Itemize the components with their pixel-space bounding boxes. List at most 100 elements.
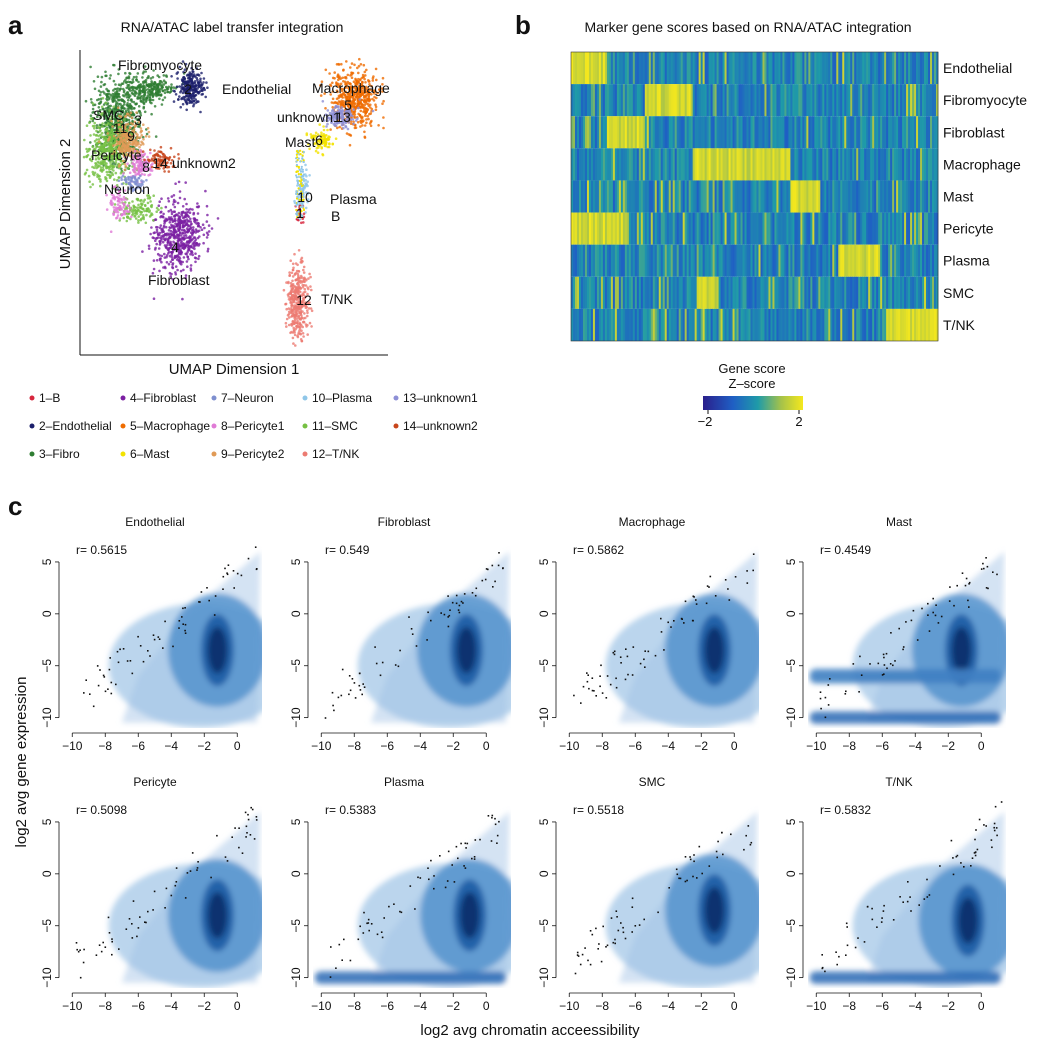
umap-point [189, 100, 192, 103]
panel-b: b Marker gene scores based on RNA/ATAC i… [515, 10, 1027, 429]
umap-point [168, 91, 172, 94]
umap-point [100, 162, 104, 166]
umap-point [173, 205, 177, 209]
umap-point [307, 277, 310, 280]
umap-point [181, 102, 185, 106]
umap-point [119, 137, 123, 140]
umap-point [89, 65, 92, 69]
umap-point [295, 163, 298, 167]
umap-point [116, 203, 120, 206]
umap-point [282, 288, 286, 292]
umap-point [104, 121, 108, 124]
umap-point [300, 221, 303, 225]
umap-point [300, 314, 303, 317]
umap-point [157, 204, 161, 207]
umap-point [353, 63, 356, 67]
legend-swatch [302, 423, 308, 429]
umap-cluster-5 [319, 57, 385, 147]
umap-point [357, 71, 360, 75]
umap-point [107, 122, 110, 125]
umap-point [160, 254, 164, 258]
umap-point [296, 335, 300, 339]
umap-point [150, 91, 154, 95]
umap-points [82, 57, 385, 347]
umap-point [99, 101, 102, 104]
umap-point [289, 289, 293, 293]
umap-point [137, 105, 141, 108]
umap-point [288, 274, 291, 278]
umap-point [122, 198, 126, 201]
umap-point [167, 158, 171, 162]
umap-point [136, 97, 139, 100]
umap-point [357, 106, 360, 110]
umap-cluster-label: Neuron [104, 181, 150, 197]
umap-point [118, 217, 122, 220]
umap-point [170, 233, 173, 236]
umap-point [185, 108, 188, 112]
umap-point [202, 77, 206, 80]
umap-point [109, 230, 113, 233]
umap-point [291, 279, 294, 283]
umap-point [122, 172, 125, 175]
umap-point [294, 344, 297, 347]
umap-point [97, 106, 101, 109]
umap-point [190, 245, 193, 248]
umap-point [180, 214, 184, 217]
umap-point [141, 76, 144, 79]
umap-point [299, 180, 302, 183]
umap-point [183, 216, 186, 219]
umap-point [363, 109, 366, 113]
umap-point [123, 168, 127, 172]
umap-point [99, 184, 102, 188]
legend-swatch [29, 423, 35, 429]
umap-point [299, 153, 302, 156]
umap-point [310, 325, 313, 328]
umap-point [184, 181, 187, 184]
umap-point [124, 115, 127, 118]
umap-point [331, 76, 335, 80]
umap-point [163, 256, 167, 259]
umap-point [207, 224, 211, 227]
umap-point [291, 262, 295, 266]
umap-point [139, 114, 143, 117]
umap-point [113, 208, 116, 212]
umap-point [91, 124, 95, 128]
umap-point [150, 213, 154, 216]
umap-point [167, 199, 171, 203]
umap-point [195, 218, 199, 222]
umap-point [112, 79, 116, 83]
umap-point [145, 213, 148, 217]
umap-point [126, 85, 130, 89]
umap-point [186, 76, 190, 80]
umap-point [113, 108, 117, 111]
umap-point [134, 132, 138, 135]
umap-point [131, 80, 135, 84]
umap-point [181, 297, 184, 301]
umap-point [205, 204, 209, 208]
umap-cluster-label: 2 [184, 81, 192, 97]
umap-point [366, 114, 370, 118]
umap-point [194, 256, 198, 260]
umap-point [92, 166, 96, 170]
umap-point [157, 208, 160, 212]
umap-point [185, 213, 189, 216]
umap-point [301, 325, 305, 329]
umap-point [369, 124, 373, 128]
umap-point [202, 233, 206, 237]
umap-point [178, 231, 182, 234]
umap-point [173, 210, 176, 213]
umap-point [170, 195, 174, 198]
umap-point [132, 75, 136, 79]
umap-point [158, 259, 162, 262]
umap-point [290, 271, 294, 275]
umap-point [116, 209, 119, 212]
umap-point [106, 173, 109, 177]
umap-point [122, 107, 126, 110]
umap-point [183, 197, 186, 201]
umap-point [129, 111, 133, 115]
umap-point [299, 311, 303, 315]
umap-point [199, 77, 202, 81]
umap-point [162, 237, 166, 241]
umap-point [135, 78, 138, 82]
umap-point [367, 117, 370, 121]
